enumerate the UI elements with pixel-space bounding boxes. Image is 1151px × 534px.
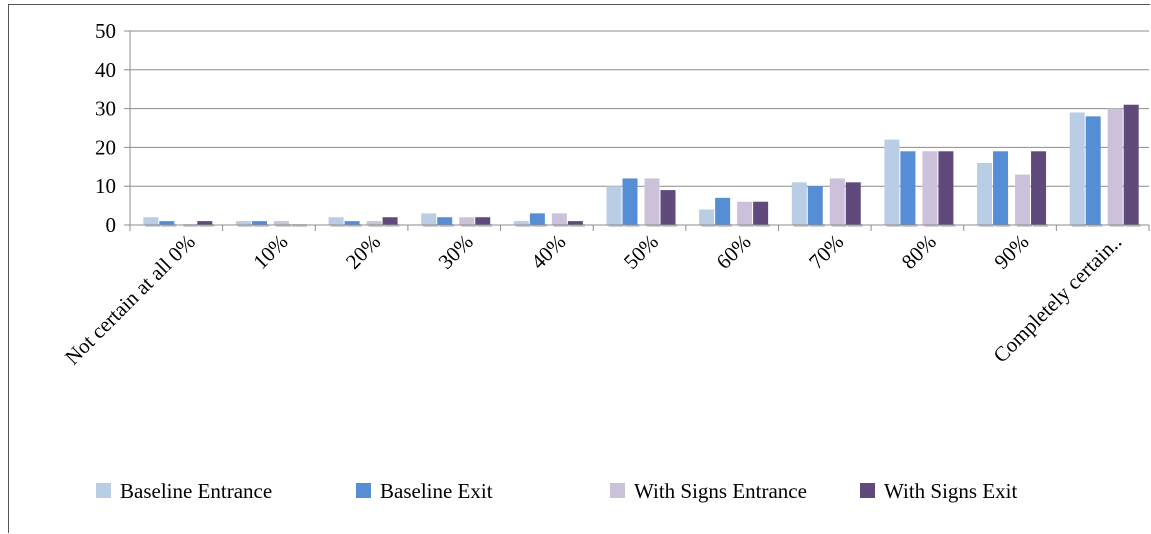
bar [366,221,382,225]
x-category-label: 60% [711,230,755,274]
gridlines [130,30,1149,187]
bar [1123,104,1139,225]
legend-label: Baseline Entrance [120,479,272,503]
bar [513,221,529,225]
bar [551,213,567,225]
bar [900,151,916,225]
bar [791,182,807,225]
bar [235,221,251,225]
legend-label: With Signs Entrance [634,479,807,503]
bar [884,139,900,225]
bar [807,186,823,225]
bar [251,221,267,225]
x-category-label: 70% [804,230,848,274]
bar [567,221,583,225]
bar [845,182,861,225]
bar [753,201,769,225]
bar [1031,151,1047,225]
x-axis [129,31,1150,231]
chart-frame [8,4,1150,533]
y-tick-label: 20 [95,135,116,159]
y-tick-label: 10 [95,174,116,198]
bar [1069,112,1085,225]
bar [1085,116,1101,225]
bar [938,151,954,225]
bar [328,217,344,225]
bar [660,190,676,225]
y-tick-label: 30 [95,97,116,121]
bar [922,151,938,225]
bar [606,186,622,225]
bar [529,213,545,225]
bar [1107,108,1123,225]
y-tick-label: 50 [95,19,116,43]
x-category-label: 50% [619,230,663,274]
bar [421,213,437,225]
y-axis-ticks: 0 10 20 30 40 50 [95,19,130,237]
bar [273,221,289,225]
legend-swatch [860,483,875,498]
bar [715,197,731,225]
bars [143,104,1141,227]
bar [1015,174,1031,225]
bar [475,217,491,225]
bar [159,221,175,225]
y-tick-label: 40 [95,58,116,82]
bar [382,217,398,225]
legend-swatch [356,483,371,498]
x-category-label: 40% [526,230,570,274]
x-category-label: 80% [897,230,941,274]
legend-swatch [96,483,111,498]
x-category-label: 10% [248,230,292,274]
bar [829,178,845,225]
bar [143,217,159,225]
bar [737,201,753,225]
x-category-label: 20% [341,230,385,274]
bar [459,217,475,225]
bar [622,178,638,225]
bar [699,209,715,225]
bar [344,221,360,225]
legend-swatch [610,483,625,498]
legend-label: Baseline Exit [380,479,493,503]
x-category-label: 30% [434,230,478,274]
x-category-label: Not certain at all 0% [60,230,200,370]
x-axis-labels: Not certain at all 0% 10% 20% 30% 40% 50% 60% 7… [60,230,1126,370]
x-category-label: 90% [989,230,1033,274]
y-tick-label: 0 [106,213,117,237]
bar [977,162,993,225]
legend-label: With Signs Exit [884,479,1017,503]
bar [197,221,213,225]
bar [644,178,660,225]
legend: Baseline Entrance Baseline Exit With Signs… [96,479,1017,503]
bar [993,151,1009,225]
bar [437,217,453,225]
